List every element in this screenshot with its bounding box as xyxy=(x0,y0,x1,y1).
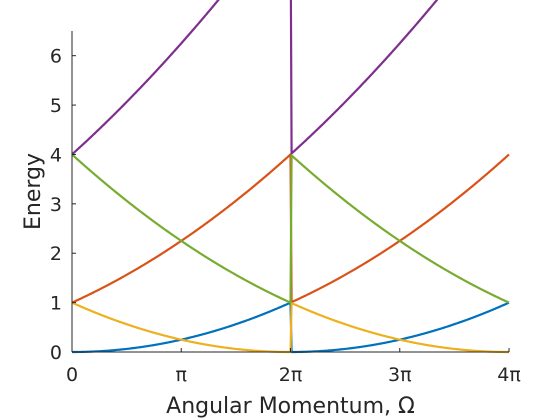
y-tick-label: 3 xyxy=(50,194,62,216)
series-line-2 xyxy=(71,153,510,304)
x-tick-label: 2π xyxy=(279,364,303,386)
x-tick-label: π xyxy=(176,364,187,386)
x-tick-label: 4π xyxy=(497,364,521,386)
y-tick-label: 4 xyxy=(50,144,62,166)
series-layer xyxy=(71,0,510,354)
y-axis-label: Energy xyxy=(21,153,46,230)
y-tick-label: 6 xyxy=(50,46,62,68)
y-tick-label: 5 xyxy=(50,95,62,117)
x-tick-label: 0 xyxy=(66,364,78,386)
y-tick-label: 0 xyxy=(50,342,62,364)
x-tick-label: 3π xyxy=(388,364,412,386)
ticks-layer: 0 π 2π 3π 4π 0 1 2 3 4 5 6 xyxy=(50,46,521,386)
x-axis-label: Angular Momentum, Ω xyxy=(166,394,415,419)
series-line-5 xyxy=(71,153,510,304)
y-tick-label: 2 xyxy=(50,243,62,265)
y-tick-label: 1 xyxy=(50,293,62,315)
series-line-4 xyxy=(71,0,439,156)
